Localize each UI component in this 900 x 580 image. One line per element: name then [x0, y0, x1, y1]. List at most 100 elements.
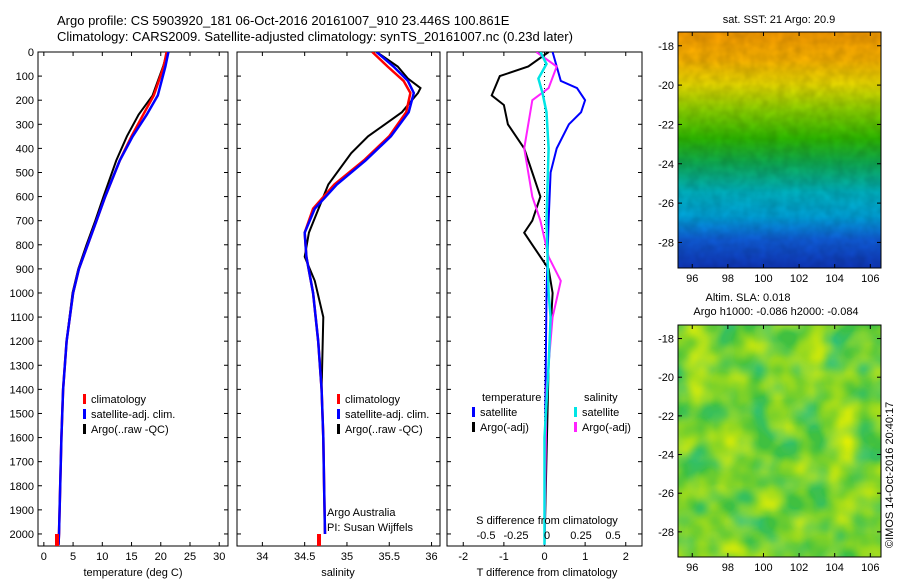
sst-axes: 96 98 100 102 104 106 -18 -20 -22 -24 -26 -28	[658, 32, 881, 285]
lon-tick-label: 98	[722, 273, 734, 285]
x-tick-label: 0	[41, 551, 47, 563]
x-tick-label: 34	[256, 551, 268, 563]
x-tick-label: 0	[541, 551, 547, 563]
depth-tick-label: 600	[16, 192, 34, 204]
depth-tick-label: 1200	[10, 336, 34, 348]
lat-tick-label: -22	[658, 411, 674, 423]
depth-tick-label: 1500	[10, 408, 34, 420]
bottom-marker	[317, 534, 321, 546]
sla-yellow-blobs	[678, 325, 881, 557]
top-axis-tick-label: 0	[544, 530, 550, 542]
legend-label: satellite	[582, 407, 619, 419]
depth-tick-label: 200	[16, 95, 34, 107]
legend-label: satellite	[480, 407, 517, 419]
lon-tick-label: 106	[861, 273, 879, 285]
x-tick-label: 20	[155, 551, 167, 563]
legend-swatch	[83, 409, 86, 419]
sla-map	[677, 324, 882, 558]
x-tick-label: -2	[458, 551, 468, 563]
legend-swatch	[472, 407, 475, 417]
x-tick-label: 15	[125, 551, 137, 563]
x-tick-label: 34.5	[294, 551, 315, 563]
depth-tick-label: 100	[16, 71, 34, 83]
depth-tick-label: 500	[16, 167, 34, 179]
lat-tick-label: -18	[658, 41, 674, 53]
depth-tick-label: 1400	[10, 384, 34, 396]
sla-title-line-2: Argo h1000: -0.086 h2000: -0.084	[693, 306, 858, 318]
depth-tick-label: 400	[16, 143, 34, 155]
imos-stamp: ©IMOS 14-Oct-2016 20:40:17	[884, 402, 896, 548]
top-axis-label: S difference from climatology	[476, 515, 618, 527]
legend-label: Argo(-adj)	[480, 422, 529, 434]
top-axis-tick-label: -0.25	[503, 530, 528, 542]
legend-label: satellite-adj. clim.	[91, 409, 175, 421]
lon-tick-label: 104	[826, 273, 844, 285]
sst-map	[677, 31, 882, 269]
lon-tick-label: 102	[790, 273, 808, 285]
x-tick-label: 2	[623, 551, 629, 563]
lon-tick-label: 100	[754, 562, 772, 574]
depth-tick-label: 900	[16, 264, 34, 276]
top-axis-tick-label: 0.5	[605, 530, 620, 542]
series-line-salinity-argo-adj-	[523, 52, 562, 545]
legend-swatch	[83, 424, 86, 434]
legend-label: Argo(..raw -QC)	[91, 424, 169, 436]
lon-tick-label: 102	[790, 562, 808, 574]
x-axis-label: T difference from climatology	[477, 567, 618, 579]
lat-tick-label: -28	[658, 237, 674, 249]
lon-tick-label: 104	[826, 562, 844, 574]
x-tick-label: 1	[582, 551, 588, 563]
series-line-satellite-adj-clim-	[57, 52, 170, 545]
sst-title: sat. SST: 21 Argo: 20.9	[723, 14, 836, 26]
x-tick-label: 35	[341, 551, 353, 563]
legend-label: satellite-adj. clim.	[345, 409, 429, 421]
depth-tick-label: 1600	[10, 433, 34, 445]
x-tick-label: -1	[499, 551, 509, 563]
x-tick-label: 36	[425, 551, 437, 563]
legend-title-temperature: temperature	[482, 392, 541, 404]
legend-swatch	[574, 407, 577, 417]
bottom-marker	[55, 534, 59, 546]
lon-tick-label: 106	[861, 562, 879, 574]
x-axis-label: salinity	[321, 567, 355, 579]
legend-label: Argo(..raw -QC)	[345, 424, 423, 436]
series-line-argo-raw-qc-	[303, 52, 422, 535]
x-tick-label: 25	[184, 551, 196, 563]
sla-axes: 96 98 100 102 104 106 -18 -20 -22 -24 -26 -28	[658, 325, 881, 574]
sst-texture	[678, 32, 881, 268]
lat-tick-label: -26	[658, 198, 674, 210]
lon-tick-label: 96	[686, 273, 698, 285]
legend-label: Argo(-adj)	[582, 422, 631, 434]
legend-swatch	[83, 394, 86, 404]
lon-tick-label: 96	[686, 562, 698, 574]
depth-tick-label: 700	[16, 216, 34, 228]
legend-swatch	[574, 422, 577, 432]
sla-frame	[677, 324, 882, 558]
series-line-climatology	[57, 52, 168, 545]
depth-tick-label: 1100	[10, 312, 34, 324]
temperature-panel: 0100200300400500600700800900100011001200…	[10, 47, 229, 579]
lat-tick-label: -26	[658, 488, 674, 500]
depth-tick-label: 1900	[10, 505, 34, 517]
salinity-panel: 34 34.5 35 35.5 36 salinity climatology satelli…	[236, 51, 441, 579]
depth-tick-label: 1800	[10, 481, 34, 493]
x-tick-label: 5	[70, 551, 76, 563]
lat-tick-label: -24	[658, 159, 674, 171]
lat-tick-label: -20	[658, 80, 674, 92]
lon-tick-label: 98	[722, 562, 734, 574]
lat-tick-label: -20	[658, 372, 674, 384]
depth-tick-label: 1000	[10, 288, 34, 300]
depth-tick-label: 0	[28, 47, 34, 59]
legend-swatch	[472, 422, 475, 432]
series-line-argo-raw-qc-	[57, 52, 169, 545]
top-axis-tick-label: 0.25	[570, 530, 591, 542]
salinity-note-line-2: PI: Susan Wijffels	[327, 522, 413, 534]
title-line-1: Argo profile: CS 5903920_181 06-Oct-2016…	[57, 13, 510, 28]
depth-tick-label: 1300	[10, 360, 34, 372]
x-tick-label: 10	[96, 551, 108, 563]
x-tick-label: 35.5	[379, 551, 400, 563]
panel-frame	[236, 51, 441, 547]
series-line-temperature-argo-adj-	[490, 52, 554, 545]
sst-frame	[677, 31, 882, 269]
